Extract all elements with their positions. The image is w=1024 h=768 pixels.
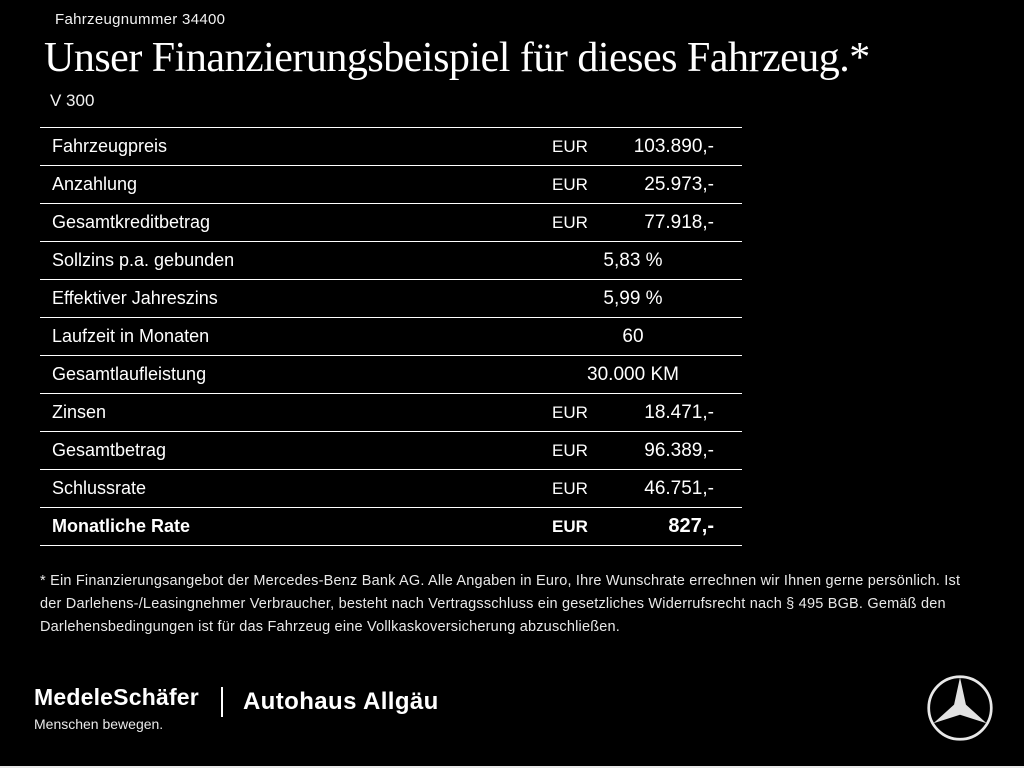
currency-label: EUR [552, 212, 588, 232]
finance-row-value: 5,83 % [603, 249, 663, 271]
finance-row-value: 77.918,- [644, 211, 714, 233]
finance-row-label: Schlussrate [52, 478, 147, 499]
finance-row-label: Gesamtbetrag [52, 440, 167, 461]
footer: MedeleSchäfer Menschen bewegen. Autohaus… [34, 674, 1024, 742]
finance-row: Fahrzeugpreis EUR 103.890,- [40, 127, 742, 165]
finance-row: Gesamtlaufleistung 30.000 KM [40, 355, 742, 393]
finance-row-value: 5,99 % [603, 287, 663, 309]
dealer-logo-autohaus-allgaeu: Autohaus Allgäu [242, 688, 439, 715]
finance-row-amount: EUR 827,- [552, 515, 714, 538]
finance-row: Anzahlung EUR 25.973,- [40, 165, 742, 203]
finance-row-amount: EUR 77.918,- [552, 212, 714, 234]
finance-row-label: Effektiver Jahreszins [52, 288, 218, 309]
finance-table: Fahrzeugpreis EUR 103.890,- Anzahlung EUR 25.… [40, 127, 742, 547]
currency-label: EUR [552, 174, 588, 194]
dealer-name: MedeleSchäfer [34, 684, 199, 710]
finance-row-amount: EUR 46.751,- [552, 478, 714, 500]
footnote: * Ein Finanzierungsangebot der Mercedes-… [40, 573, 961, 635]
finance-row-amount: EUR 103.890,- [552, 136, 714, 158]
finance-row-label: Sollzins p.a. gebunden [52, 250, 235, 271]
finance-row-label: Anzahlung [52, 174, 138, 195]
finance-row: Zinsen EUR 18.471,- [40, 393, 742, 431]
finance-row-label: Gesamtkreditbetrag [52, 212, 211, 233]
finance-row-value: 60 [622, 325, 644, 347]
bottom-border-line [0, 766, 1024, 768]
finance-row: Monatliche Rate EUR 827,- [40, 507, 742, 545]
finance-row-amount: 5,99 % [552, 288, 714, 310]
page-title: Unser Finanzierungsbeispiel für dieses F… [44, 35, 870, 81]
dealer-logo-medele-schaefer: MedeleSchäfer Menschen bewegen. [34, 684, 199, 732]
finance-row-amount: 60 [552, 326, 714, 348]
dealer-tagline: Menschen bewegen. [34, 716, 164, 732]
finance-row-amount: EUR 25.973,- [552, 174, 714, 196]
finance-row: Laufzeit in Monaten 60 [40, 317, 742, 355]
finance-row-label: Gesamtlaufleistung [52, 364, 207, 385]
finance-row: Gesamtkreditbetrag EUR 77.918,- [40, 203, 742, 241]
finance-row-value: 25.973,- [644, 173, 714, 195]
finance-row-label: Zinsen [52, 402, 107, 423]
vehicle-number: Fahrzeugnummer 34400 [55, 11, 226, 28]
finance-row-value: 18.471,- [644, 401, 714, 423]
footer-divider [220, 687, 223, 717]
currency-label: EUR [552, 440, 588, 460]
finance-row-label: Fahrzeugpreis [52, 136, 168, 157]
finance-row-value: 46.751,- [644, 477, 714, 499]
finance-row-value: 96.389,- [644, 439, 714, 461]
finance-row-value: 827,- [668, 515, 714, 538]
finance-row-amount: EUR 18.471,- [552, 402, 714, 424]
mercedes-star-icon [926, 674, 994, 742]
finance-row: Schlussrate EUR 46.751,- [40, 469, 742, 507]
finance-row: Gesamtbetrag EUR 96.389,- [40, 431, 742, 469]
finance-row-value: 30.000 KM [587, 363, 679, 385]
vehicle-model: V 300 [50, 91, 95, 111]
currency-label: EUR [552, 517, 588, 537]
finance-row: Sollzins p.a. gebunden 5,83 % [40, 241, 742, 279]
finance-row-label: Monatliche Rate [52, 516, 191, 537]
currency-label: EUR [552, 136, 588, 156]
finance-row-label: Laufzeit in Monaten [52, 326, 210, 347]
finance-row: Effektiver Jahreszins 5,99 % [40, 279, 742, 317]
currency-label: EUR [552, 402, 588, 422]
finance-row-amount: EUR 96.389,- [552, 440, 714, 462]
finance-row-amount: 5,83 % [552, 250, 714, 272]
finance-row-value: 103.890,- [633, 135, 714, 157]
finance-row-amount: 30.000 KM [552, 364, 714, 386]
currency-label: EUR [552, 478, 588, 498]
